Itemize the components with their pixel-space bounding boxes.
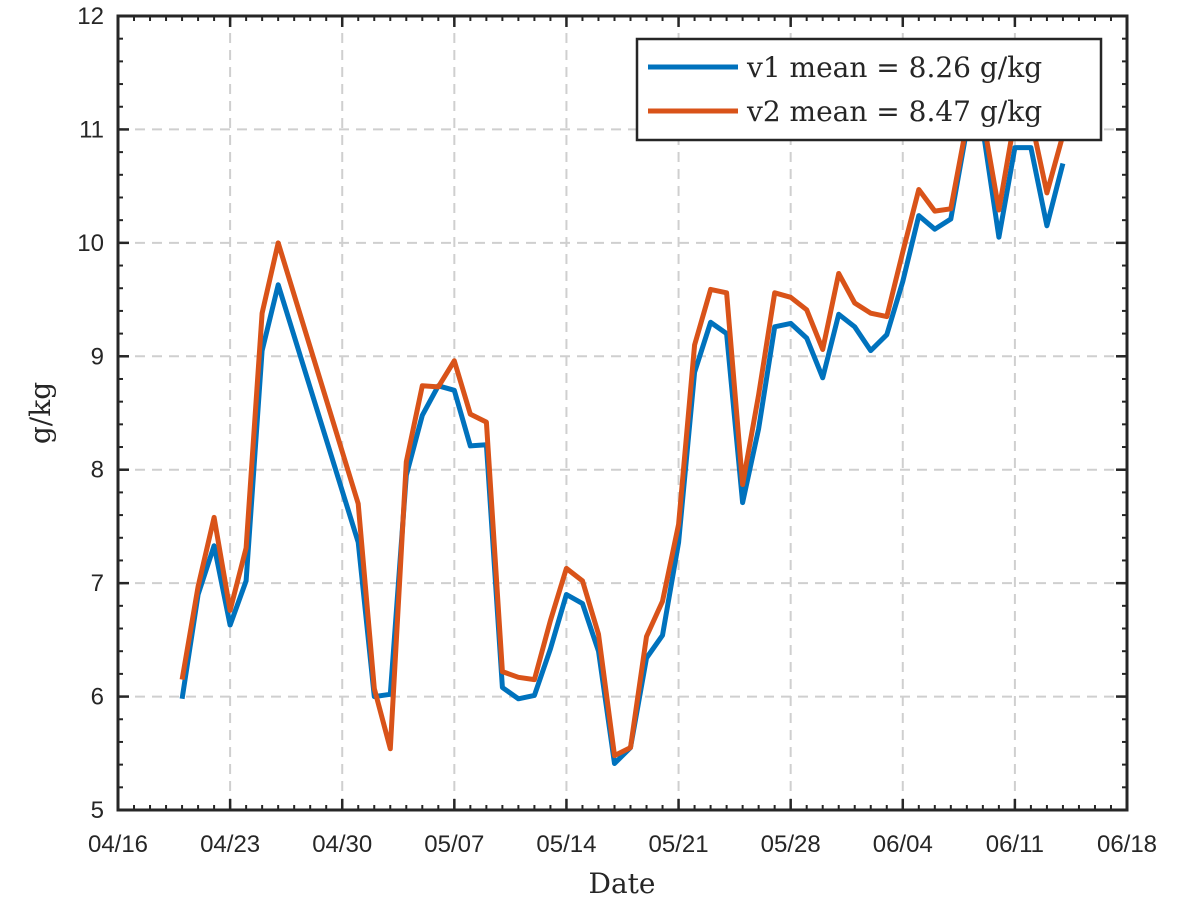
legend-label-v1: v1 mean = 8.26 g/kg bbox=[746, 51, 1042, 84]
x-tick-label: 04/30 bbox=[312, 831, 372, 858]
y-axis-label: g/kg bbox=[24, 382, 57, 444]
x-tick-label: 05/28 bbox=[761, 831, 821, 858]
legend-box bbox=[635, 37, 1103, 142]
series-line-1 bbox=[179, 126, 1066, 766]
x-tick-label: 05/14 bbox=[536, 831, 596, 858]
grid-lines bbox=[118, 16, 1127, 810]
y-tick-label: 12 bbox=[77, 3, 104, 30]
y-tick-label: 8 bbox=[91, 457, 104, 484]
x-tick-label: 06/04 bbox=[873, 831, 933, 858]
axes bbox=[116, 14, 1129, 812]
y-tick-label: 5 bbox=[91, 797, 104, 824]
legend-label-v2: v2 mean = 8.47 g/kg bbox=[746, 95, 1042, 128]
x-tick-label: 04/16 bbox=[88, 831, 148, 858]
y-tick-label: 11 bbox=[79, 116, 104, 143]
y-tick-label: 10 bbox=[77, 230, 104, 257]
plot-area bbox=[118, 16, 1127, 810]
x-tick-label: 04/23 bbox=[200, 831, 260, 858]
x-tick-label: 06/18 bbox=[1097, 831, 1157, 858]
legend: v1 mean = 8.26 g/kg v2 mean = 8.47 g/kg bbox=[635, 37, 1103, 142]
series-lines bbox=[179, 115, 1066, 766]
x-axis-label: Date bbox=[589, 867, 656, 900]
axes-frame bbox=[116, 14, 1129, 812]
y-tick-label: 7 bbox=[91, 570, 104, 597]
x-tick-label: 06/11 bbox=[986, 831, 1044, 858]
y-tick-label: 9 bbox=[91, 343, 104, 370]
series-line-2 bbox=[179, 115, 1066, 759]
y-tick-label: 6 bbox=[91, 684, 104, 711]
tick-labels: 04/16 04/23 04/30 05/07 05/14 05/21 05/28 06/04… bbox=[77, 3, 1157, 858]
x-tick-label: 05/21 bbox=[649, 831, 709, 858]
x-tick-label: 05/07 bbox=[424, 831, 484, 858]
